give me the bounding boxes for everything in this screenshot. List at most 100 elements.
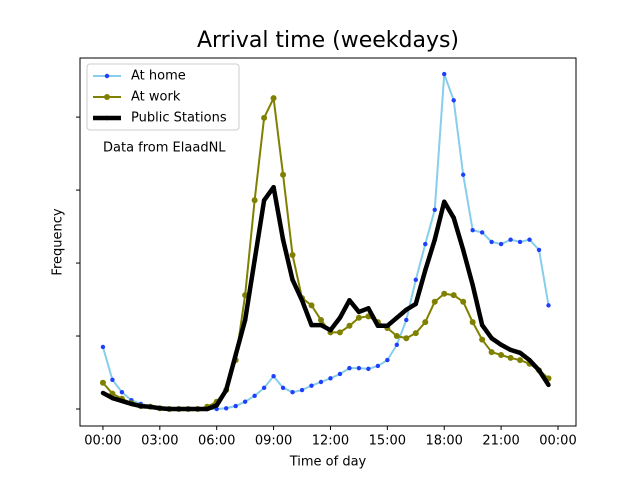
- annotation: Data from ElaadNL: [103, 141, 226, 156]
- x-tick-label: 06:00: [198, 434, 235, 449]
- data-point: [385, 323, 390, 329]
- data-point: [470, 282, 475, 288]
- legend-label: At work: [131, 90, 181, 105]
- data-point: [366, 306, 371, 311]
- plot-frame: [79, 57, 577, 427]
- data-point: [110, 395, 115, 401]
- legend-marker: [104, 115, 110, 121]
- data-point: [469, 319, 476, 326]
- data-point: [431, 298, 438, 305]
- x-tick-label: 18:00: [425, 434, 462, 449]
- data-point: [423, 268, 428, 273]
- legend-marker: [104, 94, 110, 100]
- data-point: [527, 357, 532, 363]
- data-point: [271, 373, 276, 379]
- data-point: [347, 365, 352, 371]
- data-point: [176, 406, 181, 412]
- data-point: [507, 354, 514, 361]
- data-point: [328, 327, 333, 333]
- data-point: [546, 382, 551, 388]
- data-point: [195, 406, 200, 412]
- data-point: [432, 207, 437, 212]
- data-point: [508, 237, 513, 242]
- data-point: [479, 322, 485, 328]
- data-point: [157, 406, 163, 411]
- data-point: [99, 379, 106, 386]
- data-point: [385, 357, 390, 363]
- legend-label: Public Stations: [131, 111, 227, 126]
- data-point: [309, 383, 314, 388]
- data-point: [233, 352, 238, 358]
- data-point: [517, 350, 523, 356]
- chart-title: Arrival time (weekdays): [197, 28, 459, 53]
- data-point: [337, 371, 343, 377]
- data-point: [205, 406, 210, 412]
- data-point: [280, 237, 286, 242]
- data-point: [100, 344, 106, 350]
- data-point: [289, 252, 296, 259]
- data-point: [488, 349, 495, 356]
- data-point: [394, 315, 400, 320]
- data-point: [242, 399, 248, 404]
- data-point: [223, 406, 229, 411]
- data-point: [517, 239, 523, 245]
- data-point: [356, 365, 362, 371]
- data-point: [546, 303, 551, 308]
- data-point: [451, 215, 456, 221]
- data-point: [233, 403, 238, 409]
- data-point: [318, 322, 324, 328]
- data-point: [328, 376, 333, 381]
- data-point: [423, 241, 428, 247]
- data-point: [432, 237, 437, 242]
- data-point: [317, 316, 324, 323]
- data-point: [214, 403, 219, 408]
- data-point: [508, 347, 513, 353]
- data-point: [270, 95, 277, 102]
- data-point: [110, 377, 115, 383]
- y-axis-label: Frequency: [51, 208, 66, 275]
- data-point: [536, 368, 542, 373]
- data-point: [252, 257, 257, 263]
- data-point: [299, 387, 305, 393]
- data-point: [336, 329, 343, 336]
- data-point: [347, 298, 352, 303]
- data-point: [355, 314, 362, 321]
- data-point: [148, 404, 153, 410]
- data-point: [403, 335, 410, 342]
- data-point: [412, 330, 419, 337]
- data-point: [223, 387, 229, 393]
- data-point: [479, 230, 485, 235]
- data-point: [442, 71, 447, 77]
- data-point: [489, 336, 494, 341]
- x-tick-label: 00:00: [84, 434, 121, 449]
- data-point: [252, 393, 257, 399]
- data-point: [375, 363, 381, 369]
- data-point: [119, 398, 125, 404]
- data-point: [422, 319, 429, 326]
- data-point: [536, 247, 542, 253]
- data-point: [404, 317, 409, 323]
- data-point: [251, 197, 258, 204]
- x-axis-label: Time of day: [289, 455, 367, 470]
- data-point: [290, 390, 295, 395]
- x-tick-label: 15:00: [369, 434, 406, 449]
- x-tick-label: 00:00: [539, 434, 576, 449]
- data-point: [119, 390, 125, 395]
- data-point: [404, 307, 409, 312]
- legend-marker: [104, 73, 110, 79]
- legend-label: At home: [131, 69, 186, 84]
- data-point: [498, 241, 504, 247]
- data-point: [299, 298, 305, 303]
- data-point: [517, 357, 524, 364]
- data-point: [413, 301, 418, 307]
- data-point: [356, 309, 362, 315]
- data-point: [346, 322, 353, 329]
- data-point: [366, 366, 371, 372]
- data-point: [498, 351, 505, 358]
- data-point: [280, 171, 287, 178]
- data-point: [527, 237, 532, 242]
- data-point: [498, 342, 504, 347]
- data-point: [129, 401, 134, 407]
- data-point: [261, 385, 267, 391]
